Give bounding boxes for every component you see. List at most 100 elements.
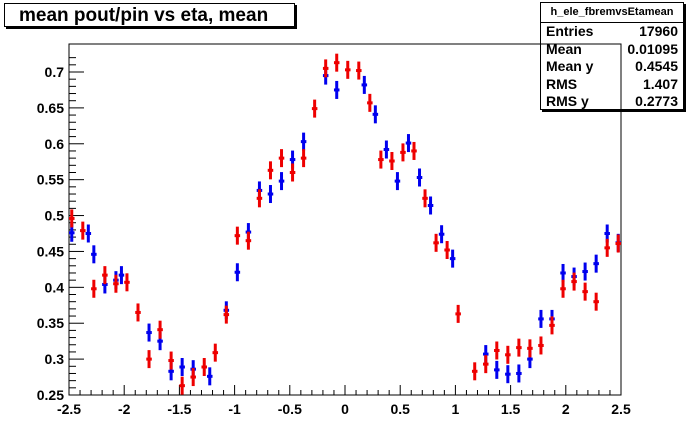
data-point <box>267 185 274 204</box>
y-tick-label: 0.65 <box>37 100 64 116</box>
data-point <box>505 345 511 364</box>
x-tick-label: -0.5 <box>278 401 302 417</box>
x-tick-label: 1 <box>452 401 460 417</box>
x-tick-labels: -2.5 -2 -1.5 -1 -0.5 0 0.5 1 1.5 2 2.5 <box>57 401 631 417</box>
data-point <box>91 245 97 264</box>
data-point <box>179 358 185 377</box>
data-point <box>505 365 511 384</box>
data-point <box>582 282 588 301</box>
y-tick-label: 0.4 <box>45 279 65 295</box>
data-point <box>405 134 412 153</box>
data-point <box>85 224 92 243</box>
data-point <box>604 238 610 257</box>
data-point <box>256 189 263 208</box>
plot-frame <box>68 43 622 396</box>
stats-box: h_ele_fbremvsEtamean Entries 17960 Mean … <box>540 2 684 110</box>
x-tick-label: -2.5 <box>57 401 81 417</box>
stats-value: 0.01095 <box>627 40 678 57</box>
data-point <box>394 172 401 191</box>
data-point <box>201 358 207 377</box>
data-point <box>234 226 241 245</box>
x-tick-label: 0.5 <box>390 401 410 417</box>
y-tick-label: 0.35 <box>37 315 64 331</box>
data-markers <box>69 53 621 395</box>
x-tick-label: -1 <box>228 401 241 417</box>
data-point <box>300 149 307 168</box>
data-point <box>245 231 252 250</box>
data-point <box>516 338 522 357</box>
data-point <box>389 152 395 171</box>
data-point <box>146 323 152 342</box>
data-point <box>102 266 108 285</box>
data-point <box>444 241 450 260</box>
data-point <box>427 196 434 215</box>
y-tick-label: 0.55 <box>37 172 64 188</box>
data-point <box>455 304 461 323</box>
data-point <box>615 234 621 253</box>
stats-value: 17960 <box>639 23 678 39</box>
data-point <box>234 263 241 282</box>
data-point <box>179 376 185 395</box>
data-point <box>118 266 125 285</box>
data-point <box>411 141 417 160</box>
stats-label: Mean y <box>546 58 594 74</box>
data-point <box>471 362 478 381</box>
x-tick-label: 2.5 <box>611 401 631 417</box>
data-point <box>593 254 599 273</box>
stats-box-title: h_ele_fbremvsEtamean <box>541 3 683 23</box>
data-point <box>483 355 489 374</box>
data-point <box>80 221 86 240</box>
stats-row-entries: Entries 17960 <box>541 23 683 41</box>
stats-row-rms-y: RMS y 0.2773 <box>541 93 683 111</box>
data-point <box>113 274 119 293</box>
data-point <box>433 233 439 252</box>
data-point <box>207 367 213 386</box>
data-point <box>356 61 362 80</box>
y-tick-label: 0.3 <box>45 351 65 367</box>
data-point <box>527 339 533 358</box>
data-point <box>400 143 406 162</box>
x-tick-label: 0 <box>341 401 349 417</box>
data-point <box>538 336 544 355</box>
data-point <box>416 168 423 187</box>
data-point <box>91 279 97 298</box>
plot-title: mean pout/pin vs eta, mean <box>4 3 295 27</box>
y-tick-label: 0.6 <box>45 136 65 152</box>
data-point <box>422 189 428 208</box>
data-point <box>267 161 274 180</box>
y-tick-label: 0.7 <box>45 64 65 80</box>
data-point <box>212 343 219 362</box>
y-tick-label: 0.25 <box>37 387 64 403</box>
data-point <box>560 263 566 282</box>
data-point <box>494 360 500 379</box>
data-point <box>168 351 174 370</box>
y-tick-label: 0.5 <box>45 208 65 224</box>
stats-row-mean-y: Mean y 0.4545 <box>541 58 683 76</box>
data-point <box>549 316 555 335</box>
data-point <box>449 249 456 268</box>
data-point <box>438 225 445 244</box>
x-tick-label: -2 <box>118 401 131 417</box>
x-tick-label: 1.5 <box>501 401 521 417</box>
stats-value: 0.2773 <box>635 93 678 109</box>
data-point <box>367 93 373 112</box>
axis-ticks <box>68 57 622 396</box>
x-tick-label: -1.5 <box>167 401 191 417</box>
x-tick-label: 2 <box>562 401 570 417</box>
data-point <box>333 53 340 72</box>
data-point <box>593 292 599 311</box>
data-point <box>135 303 141 322</box>
stats-row-rms: RMS 1.407 <box>541 76 683 94</box>
data-point <box>333 80 340 99</box>
y-tick-label: 0.45 <box>37 243 64 259</box>
series-2 <box>69 53 621 395</box>
data-point <box>124 273 130 292</box>
data-point <box>383 140 390 159</box>
series-1 <box>69 66 621 386</box>
data-point <box>157 320 163 339</box>
stats-label: RMS y <box>546 93 589 109</box>
stats-label: Entries <box>546 23 594 39</box>
data-point <box>571 272 577 291</box>
data-point <box>322 59 329 78</box>
